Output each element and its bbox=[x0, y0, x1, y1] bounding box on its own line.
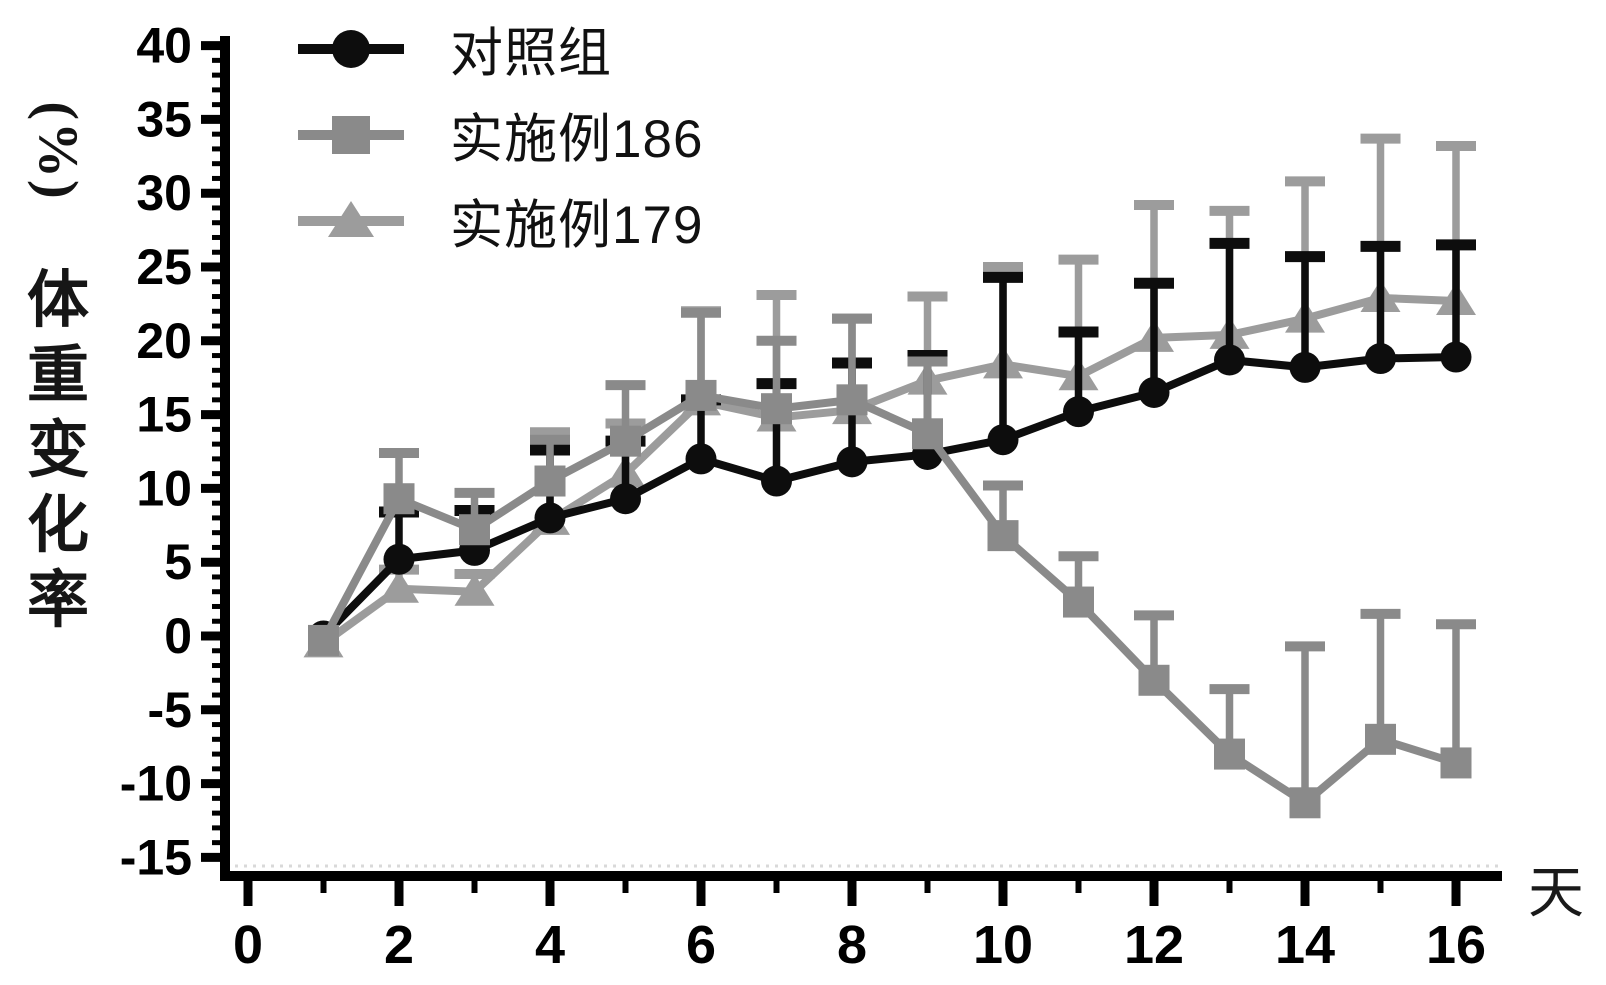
legend-label: 实施例179 bbox=[450, 196, 704, 255]
legend-label: 对照组 bbox=[450, 24, 612, 83]
y-tick-label: 5 bbox=[164, 534, 192, 590]
legend-item-control: 对照组 bbox=[296, 6, 703, 92]
legend-item-example-186: 实施例186 bbox=[296, 92, 703, 178]
series-square bbox=[308, 307, 1476, 819]
legend-triangle-marker-icon bbox=[298, 201, 404, 237]
legend-item-example-179: 实施例179 bbox=[296, 178, 703, 264]
y-axis-unit: (%) bbox=[27, 101, 90, 201]
axes: 40 35 30 25 20 15 10 5 0 -5 -10 -15 0 2 4 6 8 10 12 14 16 bbox=[120, 18, 1502, 975]
y-tick-label: 40 bbox=[136, 18, 192, 74]
x-tick-label: 14 bbox=[1275, 915, 1335, 975]
y-axis-title-char: 率 bbox=[26, 567, 89, 635]
y-axis-title-chars: 体 重 变 化 率 bbox=[10, 264, 106, 639]
y-tick-label: 15 bbox=[136, 387, 192, 443]
y-axis-title-char: 变 bbox=[26, 417, 89, 485]
x-tick-label: 10 bbox=[973, 915, 1033, 975]
x-tick-label: 6 bbox=[686, 915, 716, 975]
x-axis-title: 天 bbox=[1528, 863, 1584, 925]
y-axis-title-char: 重 bbox=[26, 342, 89, 410]
x-tick-label: 12 bbox=[1124, 915, 1184, 975]
x-tick-label: 8 bbox=[837, 915, 867, 975]
y-tick-label: 0 bbox=[164, 608, 192, 664]
y-tick-label: -15 bbox=[120, 829, 192, 885]
y-tick-label: 30 bbox=[136, 165, 192, 221]
x-tick-label: 4 bbox=[535, 915, 565, 975]
x-tick-label: 0 bbox=[233, 915, 263, 975]
y-tick-label: 35 bbox=[136, 91, 192, 147]
legend-label: 实施例186 bbox=[450, 110, 704, 169]
y-axis-title: (%) 体 重 变 化 率 bbox=[10, 72, 106, 639]
y-axis-title-char: 体 bbox=[26, 267, 89, 335]
y-tick-label: 10 bbox=[136, 460, 192, 516]
y-tick-label: -10 bbox=[120, 756, 192, 812]
legend: 对照组 实施例186 实施例179 bbox=[296, 6, 703, 264]
y-tick-label: 20 bbox=[136, 313, 192, 369]
legend-square-marker-icon bbox=[298, 116, 404, 154]
y-axis-unit-wrap: (%) bbox=[10, 72, 106, 230]
y-tick-label: 25 bbox=[136, 239, 192, 295]
legend-circle-marker-icon bbox=[298, 30, 404, 68]
y-axis-title-char: 化 bbox=[26, 492, 89, 560]
x-tick-label: 2 bbox=[384, 915, 414, 975]
y-tick-label: -5 bbox=[148, 682, 192, 738]
x-tick-label: 16 bbox=[1426, 915, 1486, 975]
